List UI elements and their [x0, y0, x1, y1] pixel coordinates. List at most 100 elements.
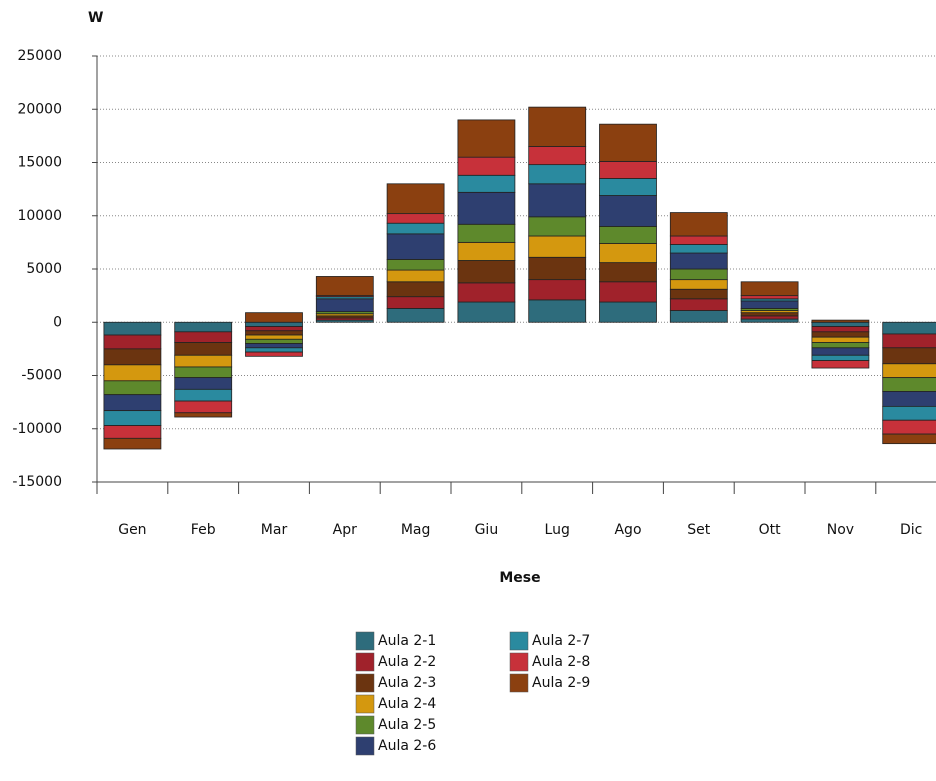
bar-segment — [811, 342, 870, 349]
y-tick-label: 15000 — [17, 155, 62, 171]
bar-segment — [174, 342, 233, 356]
legend-label: Aula 2-8 — [532, 654, 590, 670]
bar-segment — [811, 354, 870, 361]
bar-segment — [174, 321, 233, 333]
y-tick-label: -5000 — [21, 368, 62, 384]
bar-segment — [528, 299, 587, 323]
legend-swatch — [509, 652, 529, 672]
bar-segment — [103, 364, 162, 382]
x-tick-label: Apr — [333, 522, 357, 538]
bar-segment — [386, 269, 445, 283]
bar-segment — [599, 161, 657, 179]
x-tick-label: Gen — [118, 522, 146, 538]
bar-segment — [245, 347, 303, 353]
bar-segment — [386, 183, 445, 215]
bar-segment — [669, 252, 728, 270]
bar-segment — [174, 366, 233, 379]
bar-segment — [386, 233, 445, 260]
x-tick-label: Set — [687, 522, 711, 538]
legend-label: Aula 2-5 — [378, 717, 436, 733]
bar-segment — [528, 279, 587, 301]
bar-segment — [599, 243, 657, 264]
x-tick-label: Ott — [759, 522, 782, 538]
y-tick-label: 10000 — [17, 208, 62, 224]
bar-segment — [528, 256, 587, 281]
bar-segment — [811, 347, 870, 356]
x-tick-label: Nov — [827, 522, 854, 538]
y-tick-label: 5000 — [26, 261, 62, 277]
bar-segment — [103, 437, 162, 450]
bar-segment — [882, 391, 936, 407]
y-tick-label: 0 — [53, 314, 62, 330]
bar-segment — [528, 106, 587, 147]
bar-segment — [599, 262, 657, 283]
legend-label: Aula 2-2 — [378, 654, 436, 670]
bar-segment — [882, 333, 936, 349]
legend-swatch — [355, 631, 375, 651]
bar-segment — [457, 282, 516, 303]
y-tick-label: 20000 — [17, 101, 62, 117]
x-tick-label: Dic — [900, 522, 922, 538]
bar-segment — [174, 354, 233, 368]
bar-segment — [457, 174, 516, 193]
bar-segment — [457, 119, 516, 158]
bar-segment — [386, 259, 445, 271]
bar-segment — [882, 321, 936, 335]
y-tick-label: -10000 — [12, 421, 62, 437]
bar-segment — [528, 216, 587, 237]
bar-segment — [599, 225, 657, 244]
bar-segment — [669, 235, 728, 245]
legend-swatch — [355, 673, 375, 693]
bar-segment — [245, 338, 303, 344]
bar-segment — [174, 412, 233, 418]
bar-segment — [457, 223, 516, 243]
bar-segment — [245, 312, 303, 323]
legend-swatch — [355, 715, 375, 735]
x-tick-label: Lug — [545, 522, 570, 538]
bar-segment — [386, 213, 445, 224]
bar-segment — [103, 334, 162, 350]
bar-segment — [103, 348, 162, 366]
bar-segment — [457, 241, 516, 261]
bar-segment — [174, 331, 233, 343]
bar-segment — [457, 191, 516, 225]
bar-segment — [528, 146, 587, 166]
bar-segment — [245, 330, 303, 336]
bar-segment — [103, 380, 162, 396]
bar-segment — [103, 394, 162, 412]
bar-segment — [599, 123, 657, 162]
bar-segment — [174, 377, 233, 390]
bar-segment — [599, 281, 657, 303]
legend-label: Aula 2-1 — [378, 633, 436, 649]
y-axis-label: W — [88, 10, 103, 26]
legend-swatch — [355, 694, 375, 714]
bar-segment — [669, 212, 728, 237]
bar-segment — [811, 331, 870, 338]
bar-segment — [740, 312, 799, 317]
bar-segment — [528, 235, 587, 258]
x-tick-label: Feb — [191, 522, 216, 538]
bar-segment — [245, 343, 303, 349]
x-tick-label: Mag — [401, 522, 431, 538]
legend-swatch — [355, 736, 375, 756]
bar-segment — [528, 183, 587, 218]
bar-segment — [103, 425, 162, 439]
bar-segment — [811, 321, 870, 327]
bar-segment — [740, 281, 799, 297]
bar-segment — [386, 222, 445, 235]
x-axis-label: Mese — [499, 570, 540, 586]
bar-segment — [245, 351, 303, 357]
bar-segment — [103, 321, 162, 336]
bar-segment — [669, 279, 728, 290]
legend-label: Aula 2-6 — [378, 738, 436, 754]
bar-segment — [245, 321, 303, 327]
bar-segment — [315, 298, 374, 313]
bar-segment — [669, 298, 728, 311]
bar-segment — [740, 300, 799, 309]
legend-label: Aula 2-9 — [532, 675, 590, 691]
bar-segment — [669, 310, 728, 323]
y-tick-label: -15000 — [12, 474, 62, 490]
bar-segment — [882, 363, 936, 379]
y-tick-label: 25000 — [17, 48, 62, 64]
bar-segment — [457, 301, 516, 323]
